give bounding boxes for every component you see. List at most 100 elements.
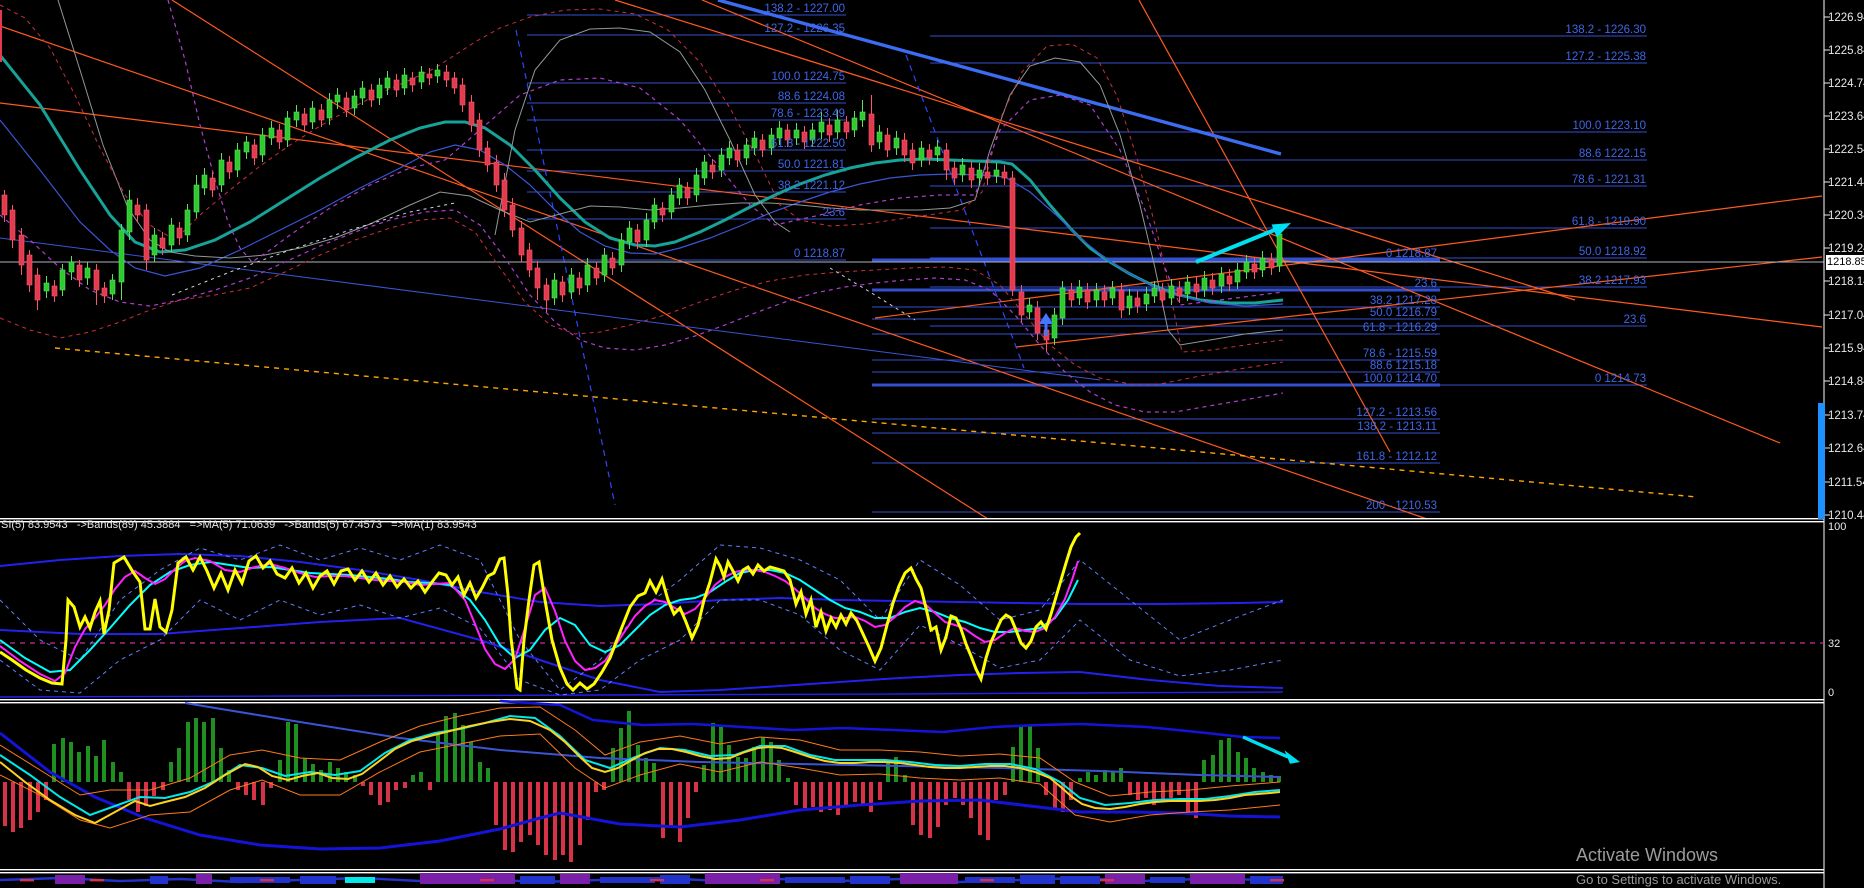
candle-down — [484, 147, 491, 166]
strip-dash — [90, 879, 104, 882]
hist-bar-down — [836, 782, 840, 815]
strip-panel[interactable] — [0, 873, 1284, 884]
hist-bar-up — [194, 718, 198, 782]
cyan-up-arrow-shaft[interactable] — [1195, 227, 1278, 264]
main-indicator-curves — [0, 0, 1284, 413]
fib-right-label: 0 1214.73 — [1595, 373, 1646, 385]
hist-bar-up — [777, 760, 781, 782]
trend-line-6[interactable] — [874, 195, 1823, 319]
candle-up — [1143, 293, 1150, 305]
trend-line-13[interactable] — [0, 237, 1101, 381]
candle-down — [943, 149, 950, 171]
trend-line-5[interactable] — [614, 0, 1576, 301]
rsi-panel[interactable]: 100 32 0 — [0, 521, 1846, 699]
band-white-2 — [829, 267, 916, 321]
strip-dash — [1270, 879, 1284, 882]
candle-up — [1234, 269, 1241, 283]
indicator-header: SI(5) 83.9543 ->Bands(89) 45.3884 =>MA(5… — [1, 519, 477, 531]
hist-bar-up — [652, 763, 656, 782]
candle-down — [884, 134, 891, 151]
fib-right-label: 88.6 1222.15 — [1579, 148, 1646, 160]
hist-bar-down — [869, 782, 873, 812]
candle-down — [1134, 297, 1141, 307]
candle-down — [459, 84, 466, 106]
candle-down — [784, 129, 791, 141]
hist-bar-down — [1169, 782, 1173, 798]
hist-bar-down — [1128, 782, 1132, 795]
trend-line-3[interactable] — [1138, 0, 1391, 453]
cyan-down-arrow-shaft[interactable] — [1242, 735, 1289, 759]
candle-up — [201, 174, 208, 189]
hist-bar-down — [602, 782, 606, 790]
hist-bar-down — [369, 782, 373, 795]
candle-down — [476, 119, 483, 151]
macd-panel[interactable] — [0, 699, 1281, 862]
trend-line-11[interactable] — [717, 0, 1282, 156]
separator-line[interactable] — [0, 702, 1824, 704]
separator-line[interactable] — [0, 699, 1824, 701]
candle-up — [384, 77, 391, 89]
separator-line[interactable] — [0, 869, 1824, 871]
hist-bar-up — [903, 775, 907, 782]
hist-bar-down — [1003, 782, 1007, 795]
trend-line-10[interactable] — [905, 54, 1025, 369]
candle-down — [576, 277, 583, 289]
trend-line-4[interactable] — [0, 102, 1823, 328]
rsi-band-lower — [0, 616, 1284, 694]
cyan-up-arrow-head[interactable] — [1271, 223, 1291, 238]
candle-up — [1151, 287, 1158, 297]
candle-up — [993, 169, 1000, 177]
strip-block — [55, 875, 85, 884]
hist-bar-up — [436, 732, 440, 782]
trend-line-2[interactable] — [701, 0, 1781, 444]
hist-bar-up — [119, 772, 123, 782]
blue-buy-arrow-head[interactable] — [1039, 313, 1053, 324]
hist-bar-down — [569, 782, 573, 862]
candle-down — [9, 209, 16, 241]
trend-line-1[interactable] — [0, 25, 1428, 520]
hist-bar-up — [1211, 755, 1215, 782]
hist-bar-down — [386, 782, 390, 802]
hist-bar-down — [261, 782, 265, 805]
fib-mid-label: 138.2 - 1213.11 — [1357, 421, 1437, 433]
p2-yellow — [0, 717, 1281, 825]
candle-up — [259, 134, 266, 156]
axis-scroll-indicator[interactable] — [1818, 403, 1825, 519]
price-axis[interactable]: 1226.94 1225.84 1224.74 1223.64 1222.54 1221.… — [1818, 0, 1864, 888]
candle-up — [218, 159, 225, 186]
fib-left-label: 38.2 1221.12 — [778, 180, 845, 192]
strip-block — [1190, 874, 1245, 884]
cyan-down-arrow-head[interactable] — [1284, 750, 1300, 764]
separator-line[interactable] — [0, 518, 1824, 520]
price-axis-label: 1211.54 — [1828, 477, 1864, 489]
hist-bar-up — [303, 758, 307, 782]
band-red-lower — [0, 217, 1284, 385]
hist-bar-down — [236, 782, 240, 790]
hist-bar-down — [252, 782, 256, 800]
trend-line-8[interactable] — [54, 347, 1698, 498]
candle-up — [676, 184, 683, 199]
candles[interactable] — [0, 10, 1283, 352]
trend-line-9[interactable] — [515, 29, 616, 506]
hist-bar-up — [1086, 772, 1090, 782]
hist-bar-down — [36, 782, 40, 812]
band-purple-lower — [0, 209, 1284, 413]
hist-bar-down — [361, 782, 365, 786]
strip-dash — [1100, 879, 1114, 882]
hist-bar-down — [44, 782, 48, 800]
price-axis-label: 1212.64 — [1828, 443, 1864, 455]
trend-line-0[interactable] — [171, 0, 989, 520]
hist-bar-up — [111, 762, 115, 782]
separator-line[interactable] — [0, 521, 1824, 523]
candle-up — [1026, 304, 1033, 313]
candle-down — [634, 229, 641, 243]
candle-down — [34, 274, 41, 301]
candle-down — [534, 267, 541, 289]
separator-line[interactable] — [0, 872, 1824, 874]
price-axis-label: 1223.64 — [1828, 111, 1864, 123]
trend-line-7[interactable] — [1015, 256, 1823, 348]
hist-bar-down — [936, 782, 940, 827]
fib-left-label: 138.2 - 1227.00 — [764, 3, 845, 15]
